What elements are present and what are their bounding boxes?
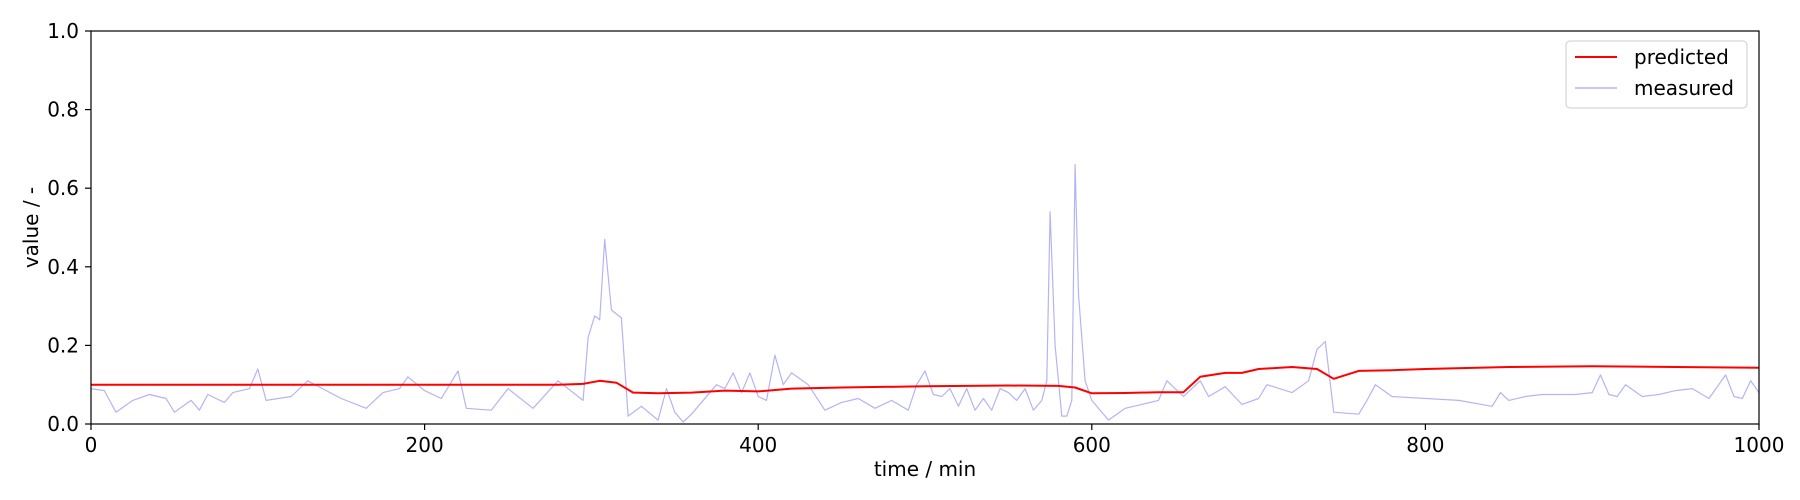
x-tick-label: 1000 — [1734, 433, 1785, 457]
plot-frame — [90, 30, 1760, 425]
y-axis: 0.0 0.2 0.4 0.6 0.8 1.0 — [47, 19, 91, 436]
legend-label-measured: measured — [1634, 76, 1734, 100]
y-tick-label: 0.8 — [47, 98, 79, 122]
y-tick-label: 0.0 — [47, 412, 79, 436]
y-tick-label: 0.4 — [47, 255, 79, 279]
x-tick-label: 800 — [1406, 433, 1444, 457]
legend-label-predicted: predicted — [1634, 45, 1729, 69]
y-axis-label: value / - — [19, 187, 43, 268]
x-axis: 0 200 400 600 800 1000 — [85, 424, 1785, 457]
x-tick-label: 400 — [739, 433, 777, 457]
series-layer — [90, 164, 1760, 423]
x-tick-label: 0 — [85, 433, 98, 457]
x-tick-label: 600 — [1073, 433, 1111, 457]
y-tick-label: 0.2 — [47, 333, 79, 357]
y-tick-label: 0.6 — [47, 176, 79, 200]
x-tick-label: 200 — [406, 433, 444, 457]
x-axis-label: time / min — [874, 457, 976, 481]
series-line-predicted — [91, 365, 1760, 395]
series-line-measured — [90, 164, 1760, 423]
legend: predicted measured — [1565, 40, 1748, 109]
y-tick-label: 1.0 — [47, 19, 79, 43]
